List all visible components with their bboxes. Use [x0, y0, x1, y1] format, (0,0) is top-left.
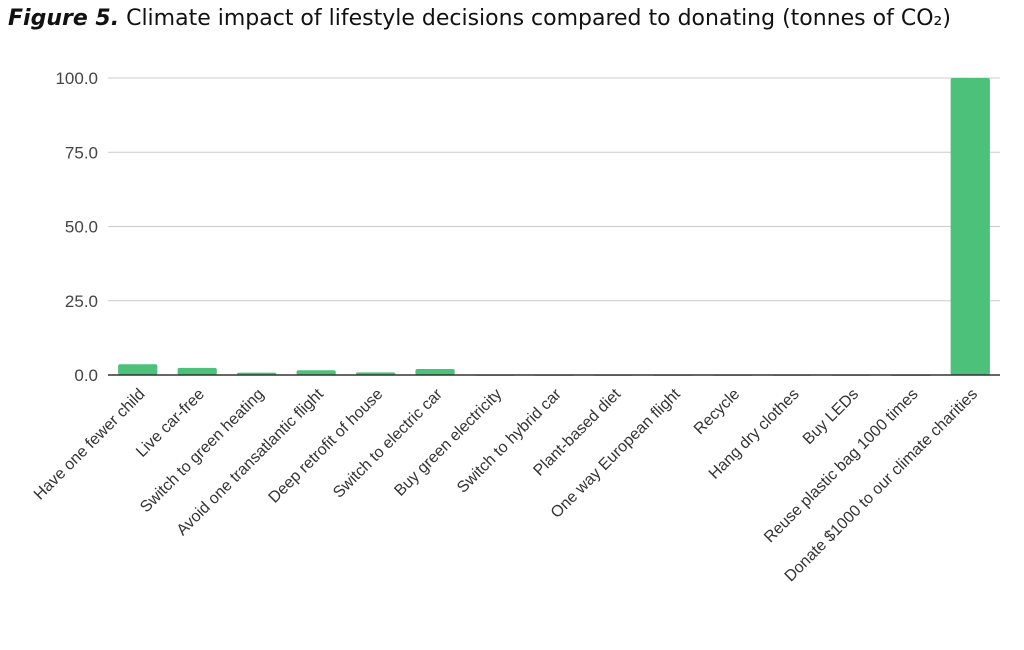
y-tick-label: 50.0: [65, 218, 98, 237]
y-tick-label: 75.0: [65, 143, 98, 162]
figure-label: Figure 5.: [8, 6, 120, 31]
chart-title: Figure 5. Climate impact of lifestyle de…: [8, 6, 951, 31]
x-tick-label: Buy green electricity: [391, 386, 505, 500]
bar: [177, 367, 217, 375]
bar: [415, 369, 455, 375]
y-tick-label: 25.0: [65, 292, 98, 311]
x-tick-label: Have one fewer child: [31, 386, 149, 504]
title-text: Climate impact of lifestyle decisions co…: [126, 6, 951, 31]
x-tick-label: Switch to hybrid car: [454, 385, 565, 496]
y-tick-label: 0.0: [74, 366, 98, 385]
bar: [296, 370, 336, 375]
x-tick-label: Deep retrofit of house: [266, 386, 387, 507]
x-tick-label: Switch to electric car: [330, 385, 446, 501]
x-tick-label: Recycle: [691, 386, 743, 438]
x-tick-label: Buy LEDs: [800, 386, 862, 448]
y-tick-label: 100.0: [55, 69, 98, 88]
bar: [950, 78, 990, 375]
bar: [118, 364, 158, 375]
x-tick-label: Switch to green heating: [137, 386, 267, 516]
